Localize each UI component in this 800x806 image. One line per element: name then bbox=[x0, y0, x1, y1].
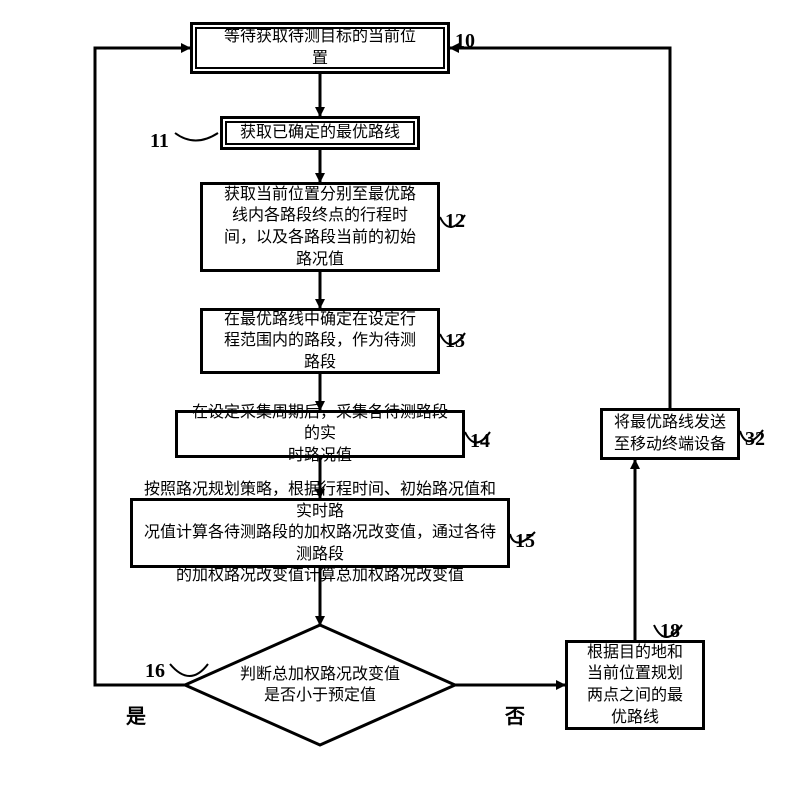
node-n15: 按照路况规划策略，根据行程时间、初始路况值和实时路况值计算各待测路段的加权路况改… bbox=[130, 498, 510, 568]
node-text: 获取当前位置分别至最优路线内各路段终点的行程时间，以及各路段当前的初始路况值 bbox=[224, 184, 416, 270]
node-text: 获取已确定的最优路线 bbox=[240, 122, 400, 144]
node-text: 在最优路线中确定在设定行程范围内的路段，作为待测路段 bbox=[224, 309, 416, 374]
node-text: 将最优路线发送至移动终端设备 bbox=[614, 412, 726, 455]
label-n16: 16 bbox=[145, 660, 165, 683]
node-text: 根据目的地和当前位置规划两点之间的最优路线 bbox=[587, 642, 683, 728]
label-n18: 18 bbox=[660, 620, 680, 643]
label-n13: 13 bbox=[445, 330, 465, 353]
node-text: 按照路况规划策略，根据行程时间、初始路况值和实时路况值计算各待测路段的加权路况改… bbox=[141, 479, 499, 587]
node-n10: 等待获取待测目标的当前位置 bbox=[190, 22, 450, 74]
label-n14: 14 bbox=[470, 430, 490, 453]
node-n12: 获取当前位置分别至最优路线内各路段终点的行程时间，以及各路段当前的初始路况值 bbox=[200, 182, 440, 272]
diamond-text: 判断总加权路况改变值是否小于预定值 bbox=[220, 665, 420, 707]
edge-n32-n10 bbox=[450, 48, 670, 408]
label-n15: 15 bbox=[515, 530, 535, 553]
node-n13: 在最优路线中确定在设定行程范围内的路段，作为待测路段 bbox=[200, 308, 440, 374]
node-text: 在设定采集周期后，采集各待测路段的实时路况值 bbox=[186, 402, 454, 467]
node-n11: 获取已确定的最优路线 bbox=[220, 116, 420, 150]
label-n12: 12 bbox=[445, 210, 465, 233]
label-n11: 11 bbox=[150, 130, 169, 153]
edge-n16-n10 bbox=[95, 48, 190, 685]
label-n10: 10 bbox=[455, 30, 475, 53]
label-connector-1 bbox=[175, 133, 218, 141]
label-n32: 32 bbox=[745, 428, 765, 451]
branch-yes: 是 bbox=[126, 700, 146, 729]
branch-no: 否 bbox=[505, 700, 525, 729]
node-n14: 在设定采集周期后，采集各待测路段的实时路况值 bbox=[175, 410, 465, 458]
node-n18: 根据目的地和当前位置规划两点之间的最优路线 bbox=[565, 640, 705, 730]
node-n32: 将最优路线发送至移动终端设备 bbox=[600, 408, 740, 460]
label-connector-6 bbox=[170, 664, 208, 676]
node-text: 等待获取待测目标的当前位置 bbox=[224, 26, 416, 69]
